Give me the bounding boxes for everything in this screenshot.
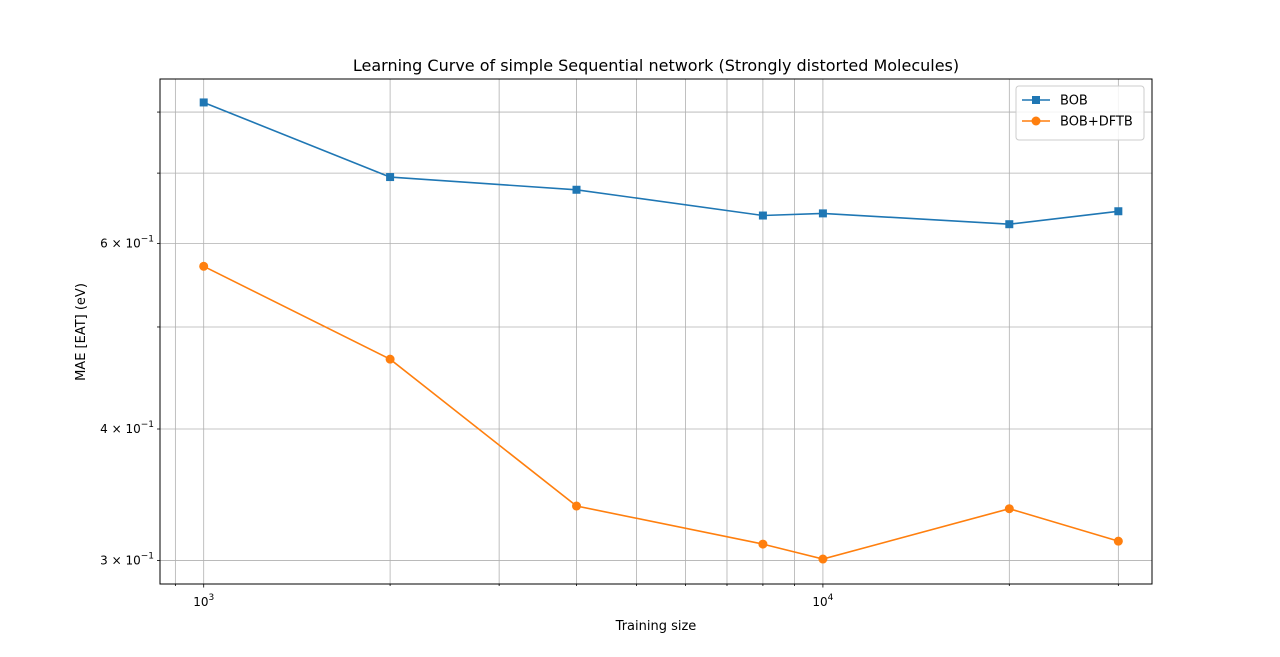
data-point xyxy=(572,185,581,194)
ticks: 103 104 3 × 10−1 4 × 10−1 6 × 10−1 xyxy=(100,111,1119,609)
legend: BOB BOB+DFTB xyxy=(1015,85,1145,141)
y-axis-label: MAE [EAT] (eV) xyxy=(74,283,89,381)
data-point xyxy=(1004,504,1014,514)
legend-label: BOB xyxy=(1060,94,1088,109)
data-point xyxy=(758,539,768,549)
data-point xyxy=(1114,207,1123,216)
data-point xyxy=(758,211,767,220)
legend-item: BOB+DFTB xyxy=(1022,115,1133,130)
legend-item: BOB xyxy=(1022,94,1088,109)
series-1 xyxy=(199,98,1123,229)
data-point xyxy=(1113,536,1123,546)
data-point xyxy=(385,354,395,364)
data-point xyxy=(199,261,209,271)
x-tick-label: 103 xyxy=(193,593,214,609)
data-point xyxy=(1005,220,1014,229)
legend-label: BOB+DFTB xyxy=(1060,115,1133,130)
data-point xyxy=(572,501,582,511)
series-layer xyxy=(199,98,1123,564)
data-point xyxy=(818,209,827,218)
data-point xyxy=(199,98,208,107)
plot-area: 103 104 3 × 10−1 4 × 10−1 6 × 10−1 xyxy=(100,78,1153,609)
data-point xyxy=(818,554,828,564)
legend-marker xyxy=(1031,116,1041,126)
y-tick-label: 6 × 10−1 xyxy=(100,235,154,251)
y-tick-label: 4 × 10−1 xyxy=(100,420,154,436)
x-axis-label: Training size xyxy=(615,619,697,634)
grid xyxy=(160,79,1152,584)
y-tick-label: 3 × 10−1 xyxy=(100,552,154,568)
data-point xyxy=(386,173,395,182)
chart-title: Learning Curve of simple Sequential netw… xyxy=(353,56,959,75)
x-tick-label: 104 xyxy=(812,593,833,609)
axes-frame xyxy=(159,78,1153,585)
legend-marker xyxy=(1032,96,1040,104)
series-2 xyxy=(199,261,1123,564)
